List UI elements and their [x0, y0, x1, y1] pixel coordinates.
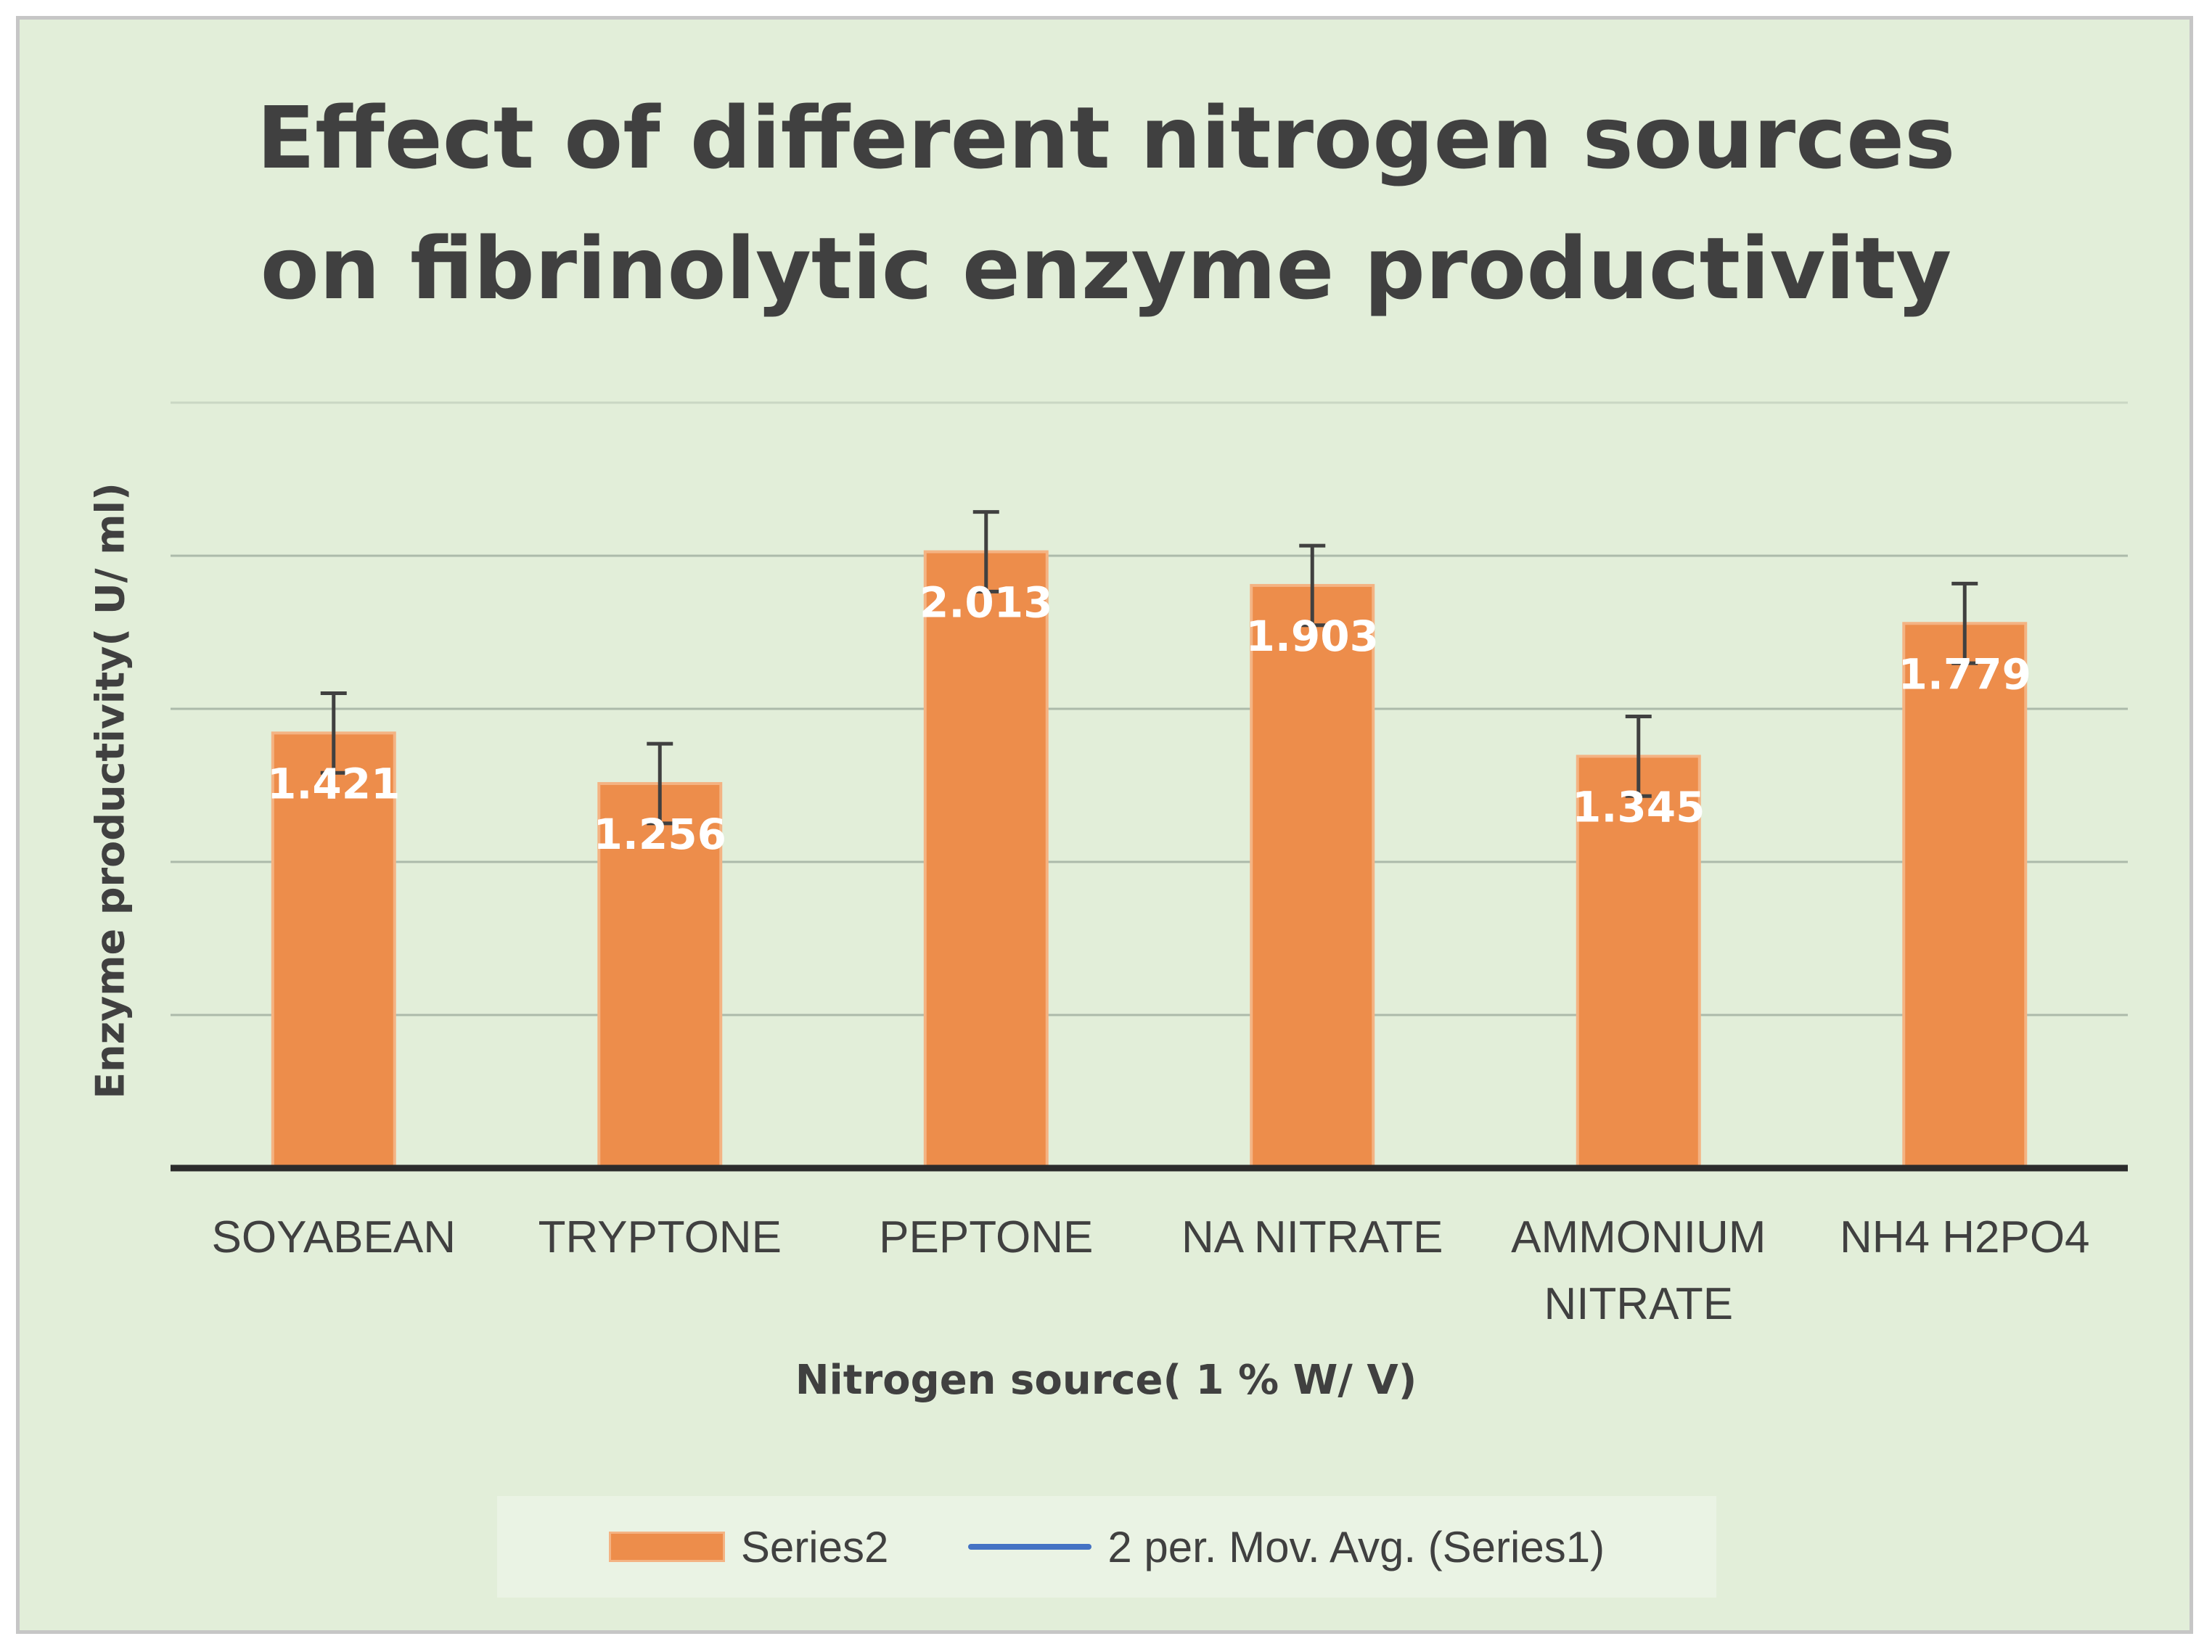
- bar: [597, 781, 723, 1170]
- x-axis-title: Nitrogen source( 1 % W/ V): [795, 1357, 1417, 1404]
- legend-label-series2: Series2: [740, 1522, 889, 1571]
- data-label: 1.421: [267, 759, 400, 808]
- legend-entry-moving-average: 2 per. Mov. Avg. (Series1): [968, 1522, 1605, 1572]
- legend-label-moving-average: 2 per. Mov. Avg. (Series1): [1107, 1522, 1605, 1571]
- x-tick-label: AMMONIUM NITRATE: [1511, 1212, 1766, 1329]
- x-tick-label: TRYPTONE: [538, 1212, 782, 1262]
- bar: [1902, 622, 2028, 1170]
- data-label: 1.256: [594, 810, 726, 859]
- x-tick-label: PEPTONE: [879, 1212, 1094, 1262]
- y-axis-title: Enzyme productivity( U/ ml): [87, 482, 134, 1099]
- legend-line-swatch: [968, 1544, 1092, 1550]
- x-tick-label: SOYABEAN: [211, 1212, 456, 1262]
- legend-bar-swatch: [608, 1532, 725, 1562]
- bar: [1250, 583, 1375, 1170]
- x-tick-label: NA NITRATE: [1181, 1212, 1443, 1262]
- legend: Series2 2 per. Mov. Avg. (Series1): [497, 1496, 1716, 1598]
- chart-title: Effect of different nitrogen sources on …: [0, 73, 2212, 334]
- bar: [923, 550, 1049, 1170]
- data-label: 1.345: [1572, 782, 1705, 831]
- chart-title-line-2: on fibrinolytic enzyme productivity: [260, 218, 1952, 319]
- bar: [271, 731, 396, 1170]
- data-label: 1.779: [1898, 649, 2031, 699]
- data-label: 1.903: [1246, 612, 1379, 661]
- data-label: 2.013: [919, 578, 1052, 628]
- x-tick-label: NH4 H2PO4: [1839, 1212, 2090, 1262]
- legend-entry-series2: Series2: [608, 1522, 889, 1572]
- chart-title-line-1: Effect of different nitrogen sources: [256, 88, 1956, 188]
- bar: [1576, 755, 1701, 1170]
